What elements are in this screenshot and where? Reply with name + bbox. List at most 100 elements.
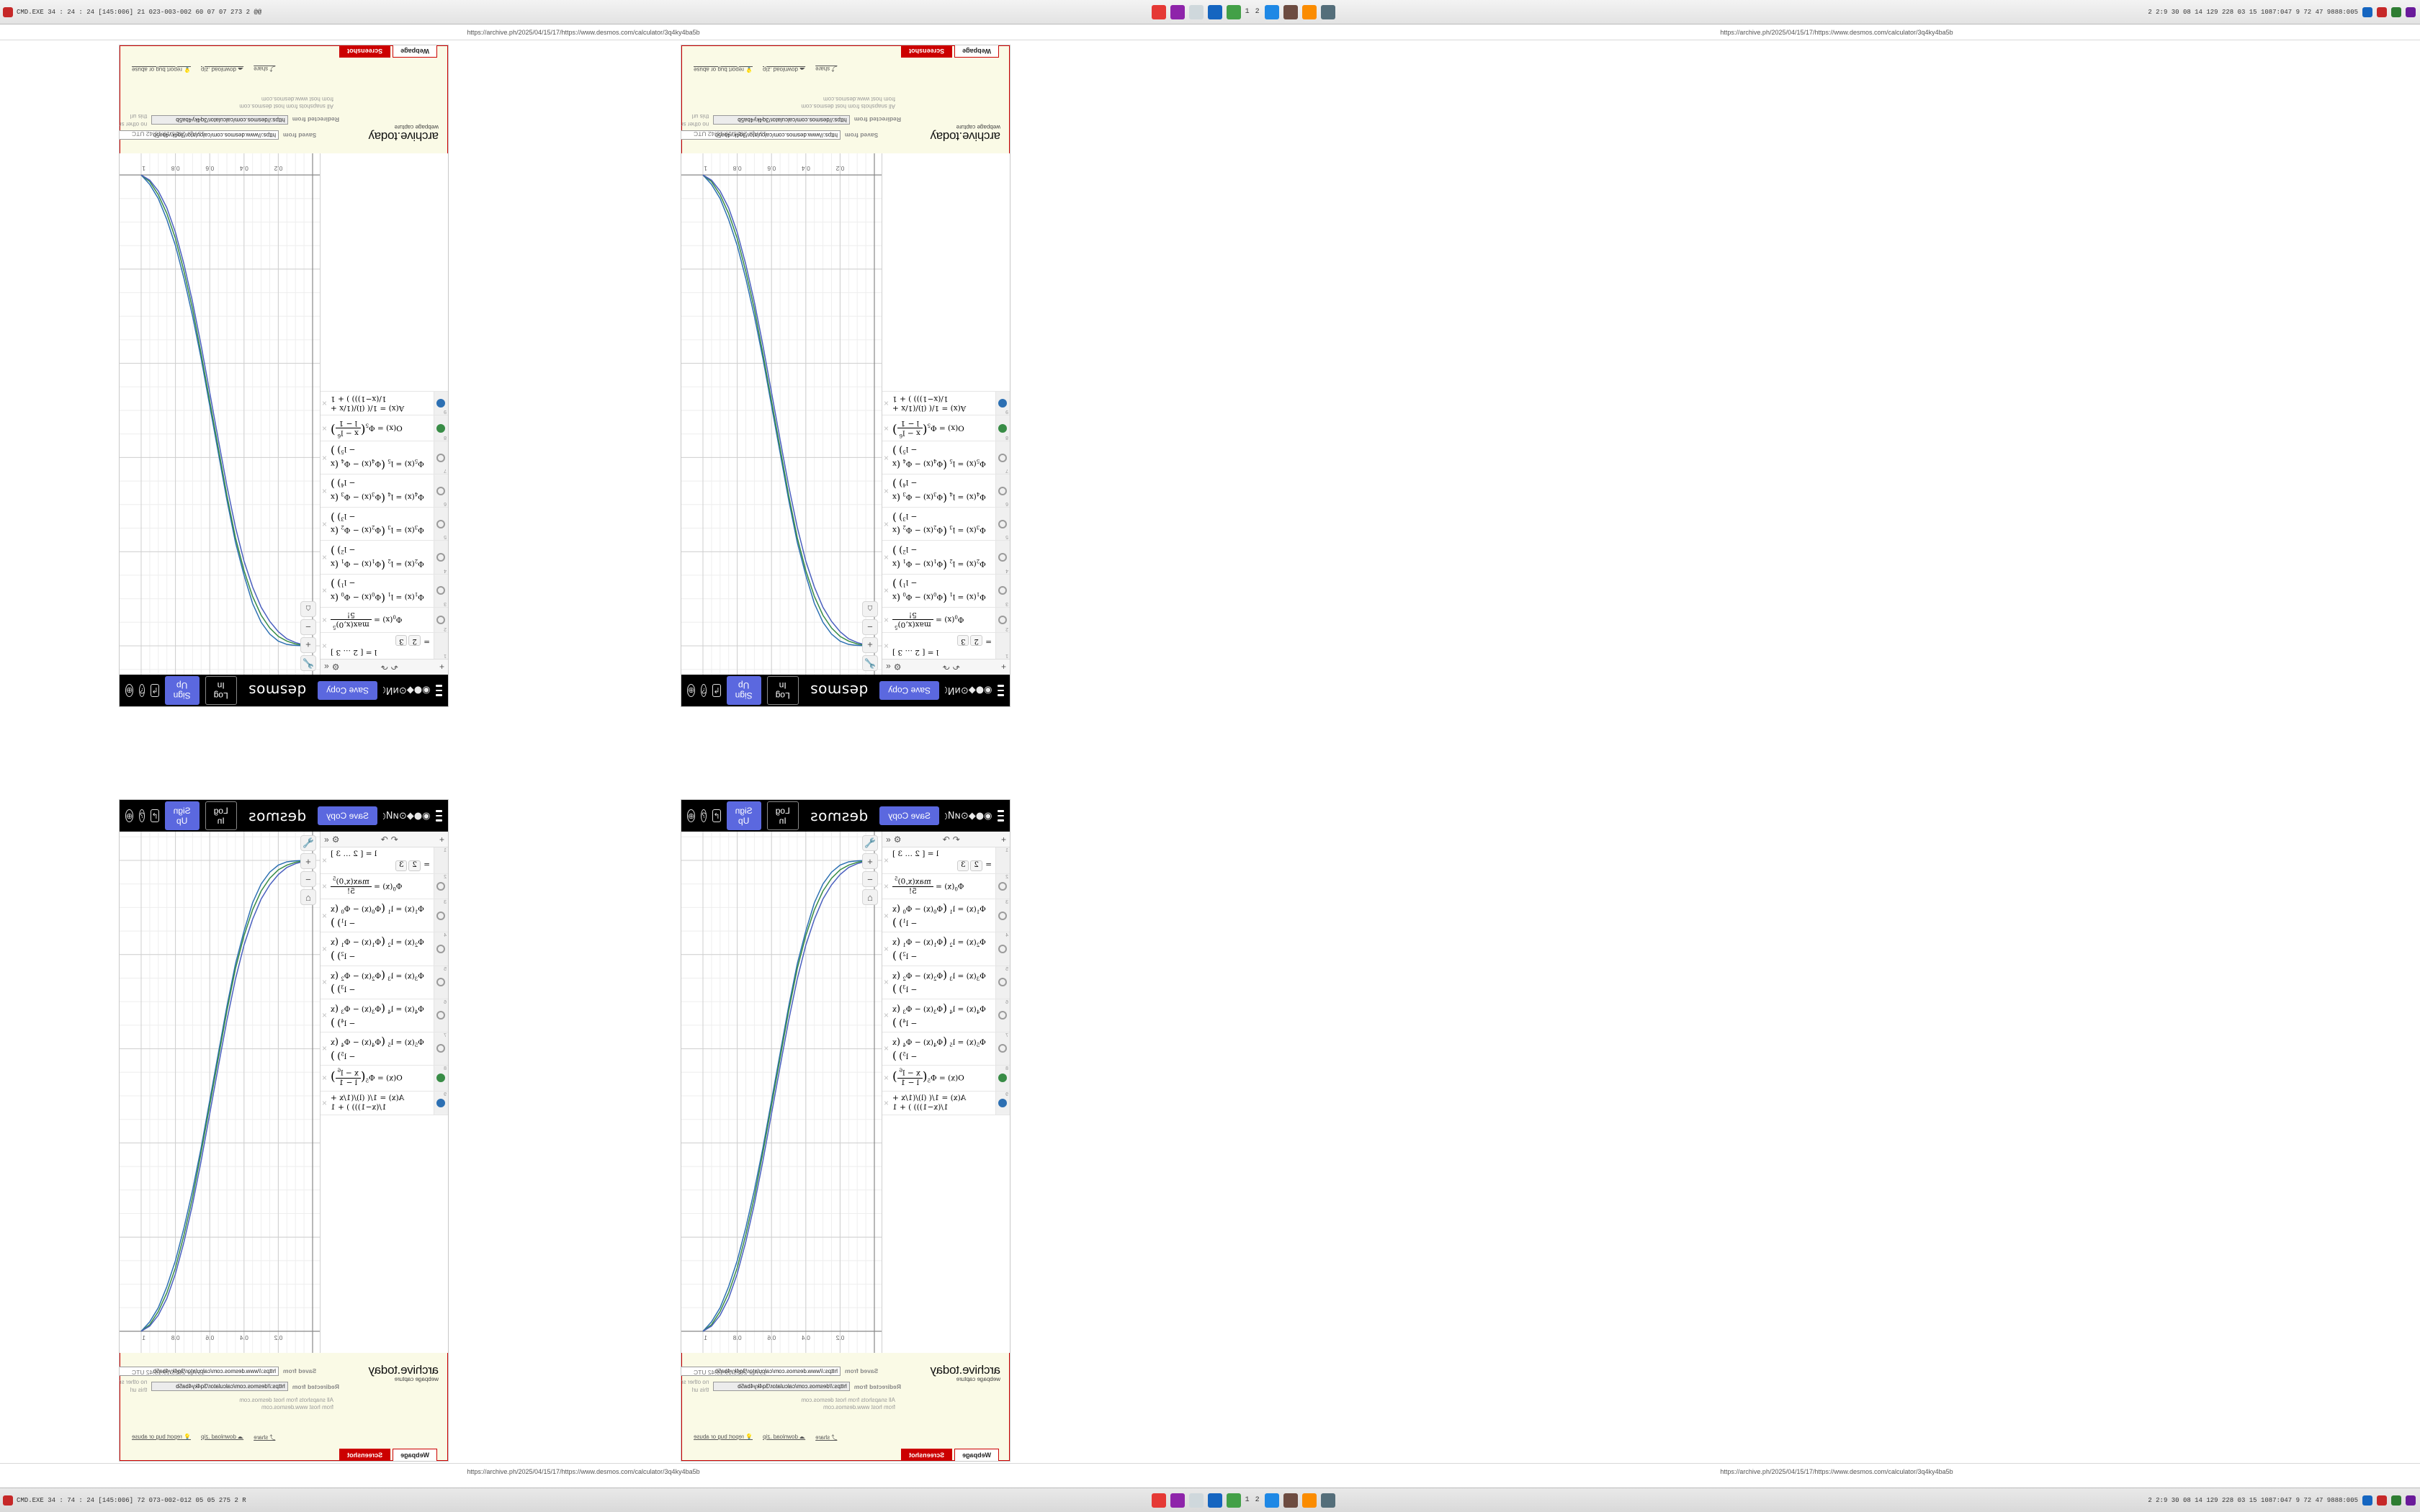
delete-expression-button[interactable]: ×: [322, 585, 328, 596]
curve-visibility-toggle[interactable]: [998, 552, 1008, 562]
delete-expression-button[interactable]: ×: [884, 398, 889, 409]
expression-gutter[interactable]: 7: [434, 1032, 448, 1065]
delete-expression-button[interactable]: ×: [884, 423, 889, 433]
delete-expression-button[interactable]: ×: [322, 398, 328, 409]
language-icon[interactable]: ⊕: [687, 809, 696, 822]
expression-gutter[interactable]: 6: [995, 474, 1010, 508]
settings-gear-icon[interactable]: ⚙: [893, 662, 902, 672]
delete-expression-button[interactable]: ×: [884, 855, 889, 865]
zoom-out-button[interactable]: −: [300, 619, 316, 635]
archive-link-1[interactable]: ☁ download .zip: [763, 1434, 806, 1440]
home-icon[interactable]: ⌂: [862, 601, 878, 617]
log-in-button[interactable]: Log In: [766, 676, 799, 705]
settings-gear-icon[interactable]: ⚙: [331, 662, 340, 672]
delete-expression-button[interactable]: ×: [884, 452, 889, 463]
app-icon-1[interactable]: [1151, 4, 1166, 19]
graph-controls[interactable]: 🔧 + − ⌂: [300, 835, 316, 905]
delete-expression-button[interactable]: ×: [322, 485, 328, 496]
expression-row[interactable]: 2 Φ0(x) = max(x,0)5 5! ×: [321, 873, 448, 900]
zoom-in-button[interactable]: +: [300, 637, 316, 653]
redirected-from-input[interactable]: [713, 1382, 850, 1392]
curve-visibility-toggle[interactable]: [436, 1044, 446, 1053]
curve-visibility-toggle[interactable]: [998, 911, 1008, 920]
expression-gutter[interactable]: 5: [434, 966, 448, 999]
app-icon-b3[interactable]: [1188, 1493, 1204, 1508]
expression-row[interactable]: 5 Φ3(x) = l3 (Φ2(x) − Φ2 (x − l3) ) ×: [882, 966, 1010, 999]
archive-link-1[interactable]: ☁ download .zip: [763, 66, 806, 73]
sign-up-button[interactable]: Sign Up: [726, 801, 761, 830]
archive-link-0[interactable]: ⤴ share: [815, 1434, 838, 1441]
expression-gutter[interactable]: 9: [434, 1091, 448, 1115]
share-icon[interactable]: ↱: [712, 684, 721, 697]
delete-expression-button[interactable]: ×: [322, 944, 328, 955]
delete-expression-button[interactable]: ×: [322, 910, 328, 921]
expression-row[interactable]: 8 O(x) = Φ5( x − l6 l − 1) ×: [321, 415, 448, 441]
graph-controls[interactable]: 🔧 + − ⌂: [300, 601, 316, 671]
window-bottom-left[interactable]: ◉●◆⊙ᴎИ◎Ƨ2Ѻ˖Ⱥ٩ო⊛©... Save Copy desmos Log In…: [119, 799, 449, 1462]
wrench-icon[interactable]: 🔧: [862, 655, 878, 671]
archive-tab-screenshot[interactable]: Screenshot: [339, 45, 391, 58]
graph-controls[interactable]: 🔧 + − ⌂: [862, 835, 878, 905]
delete-expression-button[interactable]: ×: [884, 1097, 889, 1108]
taskbar-bottom-center[interactable]: 1 2: [339, 1493, 2148, 1508]
delete-expression-button[interactable]: ×: [322, 1010, 328, 1021]
expression-gutter[interactable]: 5: [995, 508, 1010, 541]
delete-expression-button[interactable]: ×: [884, 1043, 889, 1054]
delete-expression-button[interactable]: ×: [322, 423, 328, 433]
curve-color-dot-blue[interactable]: [998, 1098, 1008, 1107]
sign-up-button[interactable]: Sign Up: [164, 676, 200, 705]
delete-expression-button[interactable]: ×: [322, 518, 328, 529]
expression-row[interactable]: 3 Φ1(x) = l1 (Φ0(x) − Φ0 (x − l1) ) ×: [882, 573, 1010, 607]
expression-gutter[interactable]: 7: [434, 441, 448, 474]
redo-button[interactable]: ↷: [380, 662, 388, 672]
app-icon-8[interactable]: [1301, 4, 1317, 19]
settings-gear-icon[interactable]: ⚙: [893, 834, 902, 845]
archive-link-2[interactable]: 💡 report bug or abuse: [694, 1434, 753, 1440]
expression-row[interactable]: 6 Φ4(x) = l4 (Φ3(x) − Φ3 (x − l4) ) ×: [882, 999, 1010, 1032]
expression-gutter[interactable]: 8: [434, 415, 448, 441]
hamburger-icon[interactable]: [998, 685, 1004, 696]
expression-row[interactable]: 3 Φ1(x) = l1 (Φ0(x) − Φ0 (x − l1) ) ×: [882, 899, 1010, 933]
browser-chrome-top[interactable]: https://archive.ph/2025/04/15/17/https:/…: [0, 24, 2420, 40]
curve-visibility-toggle[interactable]: [998, 519, 1008, 528]
app-icon-5[interactable]: [1226, 4, 1241, 19]
archive-tab-screenshot[interactable]: Screenshot: [901, 1449, 953, 1461]
url-bar-bottom-left[interactable]: https://archive.ph/2025/04/15/17/https:/…: [467, 1467, 700, 1475]
collapse-panel-button[interactable]: «: [324, 662, 329, 672]
expression-gutter[interactable]: 7: [995, 1032, 1010, 1065]
expression-row[interactable]: 5 Φ3(x) = l3 (Φ2(x) − Φ2 (x − l3) ) ×: [321, 507, 448, 541]
expression-gutter[interactable]: 9: [995, 392, 1010, 415]
expression-gutter[interactable]: 8: [434, 1065, 448, 1091]
expression-gutter[interactable]: 9: [434, 392, 448, 415]
collapse-panel-button[interactable]: «: [324, 834, 329, 845]
expression-gutter[interactable]: 1: [434, 633, 448, 659]
expression-gutter[interactable]: 3: [434, 899, 448, 932]
curve-visibility-toggle[interactable]: [998, 978, 1008, 987]
curve-visibility-toggle[interactable]: [998, 882, 1008, 891]
archive-link-1[interactable]: ☁ download .zip: [201, 66, 244, 73]
collapse-panel-button[interactable]: «: [886, 834, 891, 845]
expression-gutter[interactable]: 4: [434, 541, 448, 574]
delete-expression-button[interactable]: ×: [322, 1073, 328, 1084]
expression-row[interactable]: 4 Φ2(x) = l2 (Φ1(x) − Φ1 (x − l2) ) ×: [321, 540, 448, 574]
redirected-from-input[interactable]: [713, 114, 850, 125]
tray-icon-b1[interactable]: [2362, 1495, 2372, 1506]
expression-gutter[interactable]: 7: [995, 441, 1010, 474]
hamburger-icon[interactable]: [998, 810, 1004, 822]
expression-gutter[interactable]: 3: [434, 574, 448, 607]
sign-up-button[interactable]: Sign Up: [164, 801, 200, 830]
redo-button[interactable]: ↷: [942, 834, 950, 845]
expression-row[interactable]: 8 O(x) = Φ5( x − l6 l − 1) ×: [882, 1065, 1010, 1092]
workspace-pager[interactable]: 1 2: [1245, 8, 1260, 16]
curve-color-dot-blue[interactable]: [998, 399, 1008, 408]
share-icon[interactable]: ↱: [712, 809, 721, 822]
graph-canvas[interactable]: [120, 153, 320, 675]
help-icon[interactable]: ?: [701, 684, 707, 697]
expression-gutter[interactable]: 2: [995, 607, 1010, 633]
app-icon-b5[interactable]: [1226, 1493, 1241, 1508]
delete-expression-button[interactable]: ×: [884, 944, 889, 955]
expression-row[interactable]: 5 Φ3(x) = l3 (Φ2(x) − Φ2 (x − l3) ) ×: [882, 507, 1010, 541]
add-expression-button[interactable]: +: [439, 834, 444, 845]
archive-tab-webpage[interactable]: Webpage: [954, 45, 999, 58]
